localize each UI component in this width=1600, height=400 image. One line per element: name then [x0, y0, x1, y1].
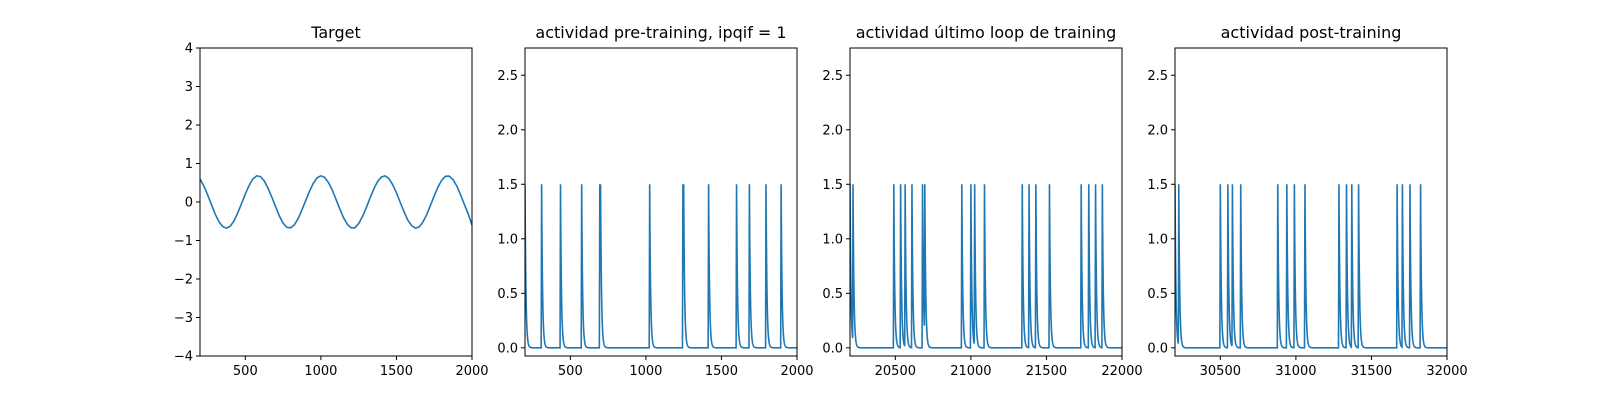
chart-title: actividad último loop de training — [856, 23, 1117, 42]
y-tick-label: 1.5 — [1147, 178, 1168, 193]
y-tick-label: 0.0 — [822, 341, 843, 356]
chart-title: Target — [310, 23, 361, 42]
series-line — [200, 174, 472, 230]
axes-frame — [849, 47, 1123, 357]
x-tick-label: 1500 — [380, 364, 413, 379]
y-tick-label: −3 — [174, 311, 193, 326]
y-tick-label: 0.0 — [1147, 341, 1168, 356]
y-tick-label: 1.0 — [497, 232, 518, 247]
x-tick-label: 500 — [558, 364, 583, 379]
y-tick-label: 0.5 — [497, 287, 518, 302]
axes-frame — [1174, 47, 1448, 357]
panel-3: actividad último loop de training 20500 21… — [822, 23, 1142, 379]
x-tick-label: 2000 — [455, 364, 488, 379]
chart-title: actividad pre-training, ipqif = 1 — [535, 23, 786, 42]
x-tick-label: 31000 — [1275, 364, 1316, 379]
y-tick-label: 1.0 — [822, 232, 843, 247]
y-tick-label: 0.0 — [497, 341, 518, 356]
panel-1: Target 500 1000 1500 2000 −4 −3 −2 −1 0 1 2 3 4 — [174, 23, 489, 379]
axes-frame — [524, 47, 798, 357]
panel-4: actividad post-training 30500 31000 31500 32… — [1147, 23, 1467, 379]
x-tick-label: 1000 — [304, 364, 337, 379]
y-tick-label: 1.0 — [1147, 232, 1168, 247]
x-tick-label: 20500 — [875, 364, 916, 379]
y-tick-label: 2.0 — [1147, 123, 1168, 138]
y-tick-label: 1.5 — [822, 178, 843, 193]
y-tick-label: 2.5 — [1147, 69, 1168, 84]
y-tick-label: 2.0 — [497, 123, 518, 138]
x-tick-label: 22000 — [1101, 364, 1142, 379]
series-line — [850, 184, 1122, 349]
x-tick-label: 30500 — [1200, 364, 1241, 379]
y-tick-label: 2.0 — [822, 123, 843, 138]
y-tick-label: 3 — [185, 80, 193, 95]
x-tick-label: 1000 — [629, 364, 662, 379]
y-tick-label: −4 — [174, 350, 193, 365]
x-tick-label: 500 — [233, 364, 258, 379]
y-tick-label: 1.5 — [497, 178, 518, 193]
x-tick-label: 21500 — [1026, 364, 1067, 379]
x-tick-label: 21000 — [950, 364, 991, 379]
x-tick-label: 2000 — [780, 364, 813, 379]
series-line — [525, 184, 797, 349]
y-tick-label: 1 — [185, 157, 193, 172]
y-tick-label: 2.5 — [822, 69, 843, 84]
y-tick-label: 2 — [185, 119, 193, 134]
panel-2: actividad pre-training, ipqif = 1 500 1000… — [497, 23, 813, 379]
y-tick-label: −1 — [174, 234, 193, 249]
series-line — [1175, 184, 1447, 349]
y-tick-label: 0.5 — [822, 287, 843, 302]
y-tick-label: 2.5 — [497, 69, 518, 84]
y-tick-label: 0.5 — [1147, 287, 1168, 302]
x-tick-label: 31500 — [1351, 364, 1392, 379]
x-tick-label: 1500 — [705, 364, 738, 379]
y-tick-label: −2 — [174, 273, 193, 288]
chart-title: actividad post-training — [1221, 23, 1402, 42]
y-tick-label: 0 — [185, 196, 193, 211]
y-tick-label: 4 — [185, 42, 193, 57]
x-tick-label: 32000 — [1426, 364, 1467, 379]
